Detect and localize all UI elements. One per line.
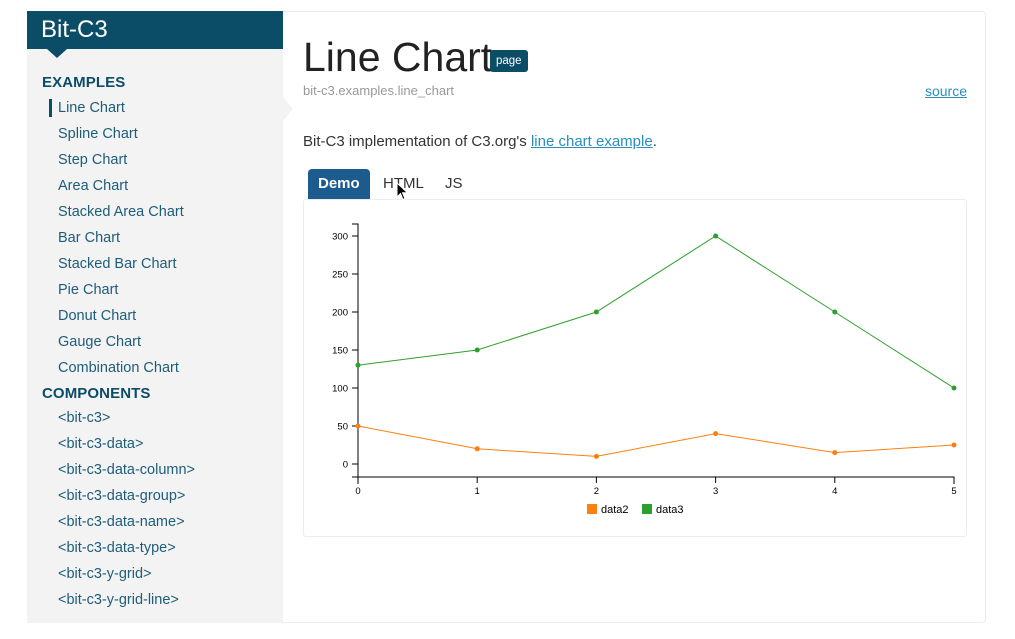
y-tick-label: 100 (332, 384, 348, 395)
data-point-data3 (951, 385, 957, 391)
line-chart-example-link[interactable]: line chart example (530, 133, 653, 150)
sidebar-item-bit-c3-y-grid[interactable]: <bit-c3-y-grid> (58, 566, 152, 582)
source-link[interactable]: source (924, 83, 967, 99)
data-point-data3 (474, 347, 480, 353)
series-line-data3 (357, 235, 955, 389)
x-tick-label: 3 (713, 486, 718, 497)
sidebar-item-stacked-bar-chart[interactable]: Stacked Bar Chart (58, 256, 177, 272)
data-point-data2 (713, 431, 719, 437)
sidebar-item-stacked-area-chart[interactable]: Stacked Area Chart (58, 204, 184, 220)
data-point-data2 (355, 423, 361, 429)
sidebar-item-bit-c3-y-grid-line[interactable]: <bit-c3-y-grid-line> (58, 592, 179, 608)
sidebar-item-bit-c3-data-group[interactable]: <bit-c3-data-group> (58, 488, 186, 504)
sidebar-item-step-chart[interactable]: Step Chart (58, 152, 128, 168)
description-text: Bit-C3 implementation of C3.org's (303, 133, 531, 150)
sidebar-item-bit-c3-data-type[interactable]: <bit-c3-data-type> (58, 540, 176, 556)
examples-nav: Line Chart Spline Chart Step Chart Area Cha… (27, 95, 283, 381)
sidebar-item-bit-c3-data[interactable]: <bit-c3-data> (58, 436, 144, 452)
examples-heading: EXAMPLES (42, 74, 126, 91)
brand-title[interactable]: Bit-C3 (27, 11, 283, 49)
components-heading: COMPONENTS (42, 385, 151, 402)
components-nav: <bit-c3> <bit-c3-data> <bit-c3-data-column… (27, 405, 283, 613)
page-badge: page (490, 50, 528, 72)
y-tick-label: 0 (343, 460, 348, 471)
data-point-data3 (593, 309, 599, 315)
data-point-data2 (474, 446, 480, 452)
y-tick-label: 250 (332, 270, 348, 281)
sidebar: Bit-C3 EXAMPLES Line Chart Spline Chart St… (27, 11, 293, 623)
data-point-data2 (593, 453, 599, 459)
data-point-data3 (713, 233, 719, 239)
y-tick-label: 200 (332, 308, 348, 319)
chart-panel: 0 50 100 150 200 250 300 0 1 2 3 4 5 data2 data3 (303, 199, 967, 537)
x-tick-label: 1 (475, 486, 480, 497)
legend-swatch-data3 (642, 504, 652, 514)
sidebar-item-area-chart[interactable]: Area Chart (58, 178, 129, 194)
sidebar-item-gauge-chart[interactable]: Gauge Chart (58, 334, 142, 350)
sidebar-item-bit-c3-data-column[interactable]: <bit-c3-data-column> (58, 462, 196, 478)
data-point-data3 (832, 309, 838, 315)
page-title: Line Chart (303, 34, 493, 80)
sidebar-item-donut-chart[interactable]: Donut Chart (58, 308, 137, 324)
series-line-data2 (357, 425, 955, 457)
y-tick-label: 300 (332, 232, 348, 243)
mouse-cursor-icon (396, 182, 409, 201)
data-point-data2 (832, 450, 838, 456)
description: Bit-C3 implementation of C3.org's line c… (303, 133, 657, 150)
line-chart: 0 50 100 150 200 250 300 0 1 2 3 4 5 data2 data3 (332, 223, 957, 516)
sidebar-item-bit-c3-data-name[interactable]: <bit-c3-data-name> (58, 514, 185, 530)
sidebar-item-combination-chart[interactable]: Combination Chart (58, 360, 179, 376)
x-tick-label: 5 (951, 486, 956, 497)
legend-label-data2: data2 (601, 504, 629, 516)
x-tick-label: 4 (832, 486, 837, 497)
sidebar-item-line-chart[interactable]: Line Chart (27, 95, 283, 121)
tab-js[interactable]: JS (445, 175, 463, 192)
sidebar-item-bit-c3[interactable]: <bit-c3> (58, 410, 111, 426)
data-point-data2 (951, 442, 957, 448)
brand-caret-icon (47, 49, 67, 58)
data-point-data3 (355, 362, 361, 368)
sidebar-item-pie-chart[interactable]: Pie Chart (58, 282, 119, 298)
active-notch-icon (283, 97, 293, 121)
y-tick-label: 50 (337, 422, 348, 433)
x-tick-label: 0 (355, 486, 360, 497)
page-subtitle: bit-c3.examples.line_chart (303, 83, 455, 98)
x-tick-label: 2 (594, 486, 599, 497)
legend-label-data3: data3 (656, 504, 684, 516)
sidebar-item-spline-chart[interactable]: Spline Chart (58, 126, 138, 142)
tab-html[interactable]: HTML (383, 175, 424, 192)
description-end: . (652, 133, 657, 150)
sidebar-item-bar-chart[interactable]: Bar Chart (58, 230, 121, 246)
legend-swatch-data2 (587, 504, 597, 514)
x-axis-line (357, 476, 955, 484)
tab-demo[interactable]: Demo (308, 169, 370, 199)
y-tick-label: 150 (332, 346, 348, 357)
